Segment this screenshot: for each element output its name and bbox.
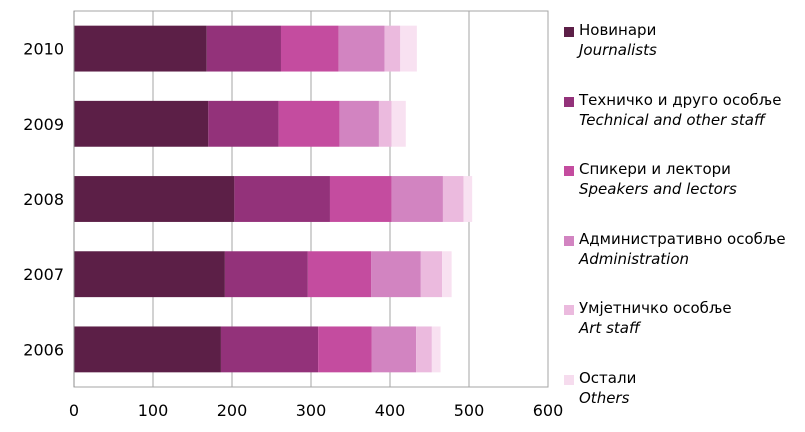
category-label: 2010 xyxy=(23,40,64,59)
bar-segment xyxy=(378,100,392,147)
legend-swatch xyxy=(564,166,574,176)
bar-segment xyxy=(431,326,441,373)
bar-segment xyxy=(74,326,221,373)
x-tick-label: 600 xyxy=(533,401,564,420)
bar-segment xyxy=(400,25,417,72)
bar-segment xyxy=(74,251,225,298)
legend-swatch xyxy=(564,305,574,315)
bar-segment xyxy=(338,25,385,72)
bar-segment xyxy=(442,251,452,298)
legend-swatch xyxy=(564,27,574,37)
bar-segment xyxy=(442,176,464,222)
bar-segment xyxy=(391,100,406,147)
legend-swatch xyxy=(564,374,574,385)
bar-segment xyxy=(278,100,340,147)
bar-segment xyxy=(208,100,279,147)
bar-segment xyxy=(280,25,339,72)
bar-segment xyxy=(339,100,379,147)
x-tick-label: 300 xyxy=(296,401,327,420)
legend-label-english: Speakers and lectors xyxy=(579,180,737,198)
legend-label-english: Art staff xyxy=(579,319,640,337)
bar-segment xyxy=(420,251,443,298)
legend-label-english: Administration xyxy=(579,249,690,268)
x-tick-label: 400 xyxy=(375,401,406,420)
legend-label: Остали xyxy=(579,368,637,387)
legend-label-english: Others xyxy=(579,388,630,407)
x-tick-label: 200 xyxy=(217,401,248,420)
legend-label-english: Technical and other staff xyxy=(579,110,765,129)
legend-swatch xyxy=(564,96,574,107)
bar-segment xyxy=(463,176,473,222)
legend-label: Административно особље xyxy=(579,229,786,248)
legend-swatch xyxy=(564,235,574,246)
bar-segment xyxy=(220,326,319,373)
legend-label: Техничко и друго особље xyxy=(579,90,782,109)
x-tick-label: 500 xyxy=(454,401,485,420)
bar-segment xyxy=(329,176,392,222)
bar-segment xyxy=(224,251,308,298)
category-label: 2009 xyxy=(23,115,64,134)
bar-segment xyxy=(318,326,372,373)
bar-segment xyxy=(371,251,421,298)
legend-label: Спикери и лектори xyxy=(579,160,731,178)
x-tick-label: 100 xyxy=(138,401,169,420)
bar-segment xyxy=(384,25,401,72)
legend-label-english: Journalists xyxy=(579,41,657,59)
legend-label: Умјетничко особље xyxy=(579,299,732,317)
category-label: 2007 xyxy=(23,265,64,284)
bar-segment xyxy=(74,25,207,72)
legend-label: Новинари xyxy=(579,21,657,39)
bar-segment xyxy=(74,100,209,147)
bar-segment xyxy=(234,176,330,222)
bar-segment xyxy=(206,25,281,72)
bar-segment xyxy=(74,176,235,222)
bar-segment xyxy=(371,326,417,373)
category-label: 2008 xyxy=(23,190,64,209)
category-label: 2006 xyxy=(23,340,64,359)
bar-segment xyxy=(307,251,372,298)
bar-segment xyxy=(416,326,432,373)
bar-segment xyxy=(391,176,443,222)
x-tick-label: 0 xyxy=(69,401,79,420)
